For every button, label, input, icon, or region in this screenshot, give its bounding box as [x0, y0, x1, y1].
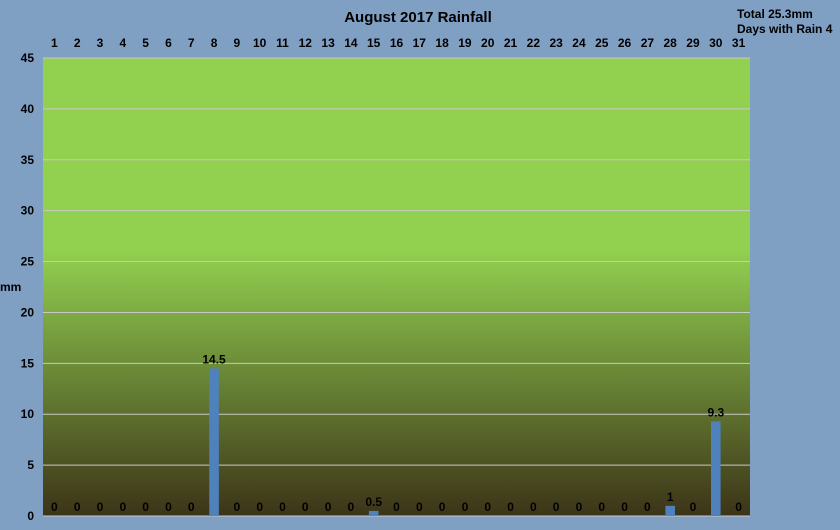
data-label-day-18: 0	[439, 500, 446, 514]
data-label-day-3: 0	[97, 500, 104, 514]
data-label-day-24: 0	[576, 500, 583, 514]
data-label-day-2: 0	[74, 500, 81, 514]
data-label-day-31: 0	[735, 500, 742, 514]
x-tick-label: 23	[549, 36, 563, 50]
x-tick-label: 26	[618, 36, 632, 50]
data-label-day-15: 0.5	[365, 495, 382, 509]
data-label-day-12: 0	[302, 500, 309, 514]
x-tick-label: 27	[641, 36, 655, 50]
data-label-day-30: 9.3	[707, 405, 724, 419]
data-label-day-8: 14.5	[202, 352, 226, 366]
x-tick-label: 9	[234, 36, 241, 50]
data-label-day-27: 0	[644, 500, 651, 514]
x-tick-label: 25	[595, 36, 609, 50]
bar-day-8	[209, 368, 219, 516]
x-tick-label: 12	[299, 36, 313, 50]
x-tick-label: 20	[481, 36, 495, 50]
data-label-day-17: 0	[416, 500, 423, 514]
x-tick-label: 28	[663, 36, 677, 50]
x-tick-label: 16	[390, 36, 404, 50]
bar-day-28	[665, 505, 675, 516]
data-label-day-11: 0	[279, 500, 286, 514]
data-label-day-10: 0	[256, 500, 263, 514]
x-tick-label: 13	[321, 36, 335, 50]
data-label-day-4: 0	[119, 500, 126, 514]
data-label-day-29: 0	[690, 500, 697, 514]
y-axis-label: mm	[0, 280, 22, 294]
data-label-day-7: 0	[188, 500, 195, 514]
data-label-day-21: 0	[507, 500, 514, 514]
data-labels: 0 0 0 0 0 0 0 14.5 0 0 0 0 0 0 0.5 0 0 0 0 0 0 0 0 0 0 0 0 1 0 9.3 0	[51, 352, 742, 514]
x-tick-label: 15	[367, 36, 381, 50]
x-tick-label: 18	[435, 36, 449, 50]
x-tick-label: 6	[165, 36, 172, 50]
y-tick-label: 40	[21, 102, 35, 116]
x-tick-label: 1	[51, 36, 58, 50]
y-tick-label: 30	[21, 204, 35, 218]
x-tick-label: 19	[458, 36, 472, 50]
data-label-day-25: 0	[598, 500, 605, 514]
total-rainfall-text: Total 25.3mm	[737, 7, 813, 21]
data-label-day-6: 0	[165, 500, 172, 514]
x-tick-label: 5	[142, 36, 149, 50]
data-label-day-23: 0	[553, 500, 560, 514]
x-tick-label: 24	[572, 36, 586, 50]
bars	[209, 368, 721, 516]
x-tick-label: 17	[413, 36, 427, 50]
chart-title: August 2017 Rainfall	[344, 9, 492, 26]
data-label-day-9: 0	[234, 500, 241, 514]
data-label-day-28: 1	[667, 490, 674, 504]
x-tick-label: 8	[211, 36, 218, 50]
rain-summary: Total 25.3mm Days with Rain 4	[737, 7, 832, 37]
y-tick-label: 15	[21, 356, 35, 370]
x-tick-label: 10	[253, 36, 267, 50]
y-tick-label: 35	[21, 153, 35, 167]
gridlines	[43, 57, 750, 517]
days-with-rain-text: Days with Rain 4	[737, 22, 833, 36]
y-tick-label: 25	[21, 255, 35, 269]
x-tick-label: 3	[97, 36, 104, 50]
x-tick-label: 11	[276, 36, 289, 50]
bar-day-15	[368, 510, 379, 516]
data-label-day-14: 0	[348, 500, 355, 514]
x-tick-label: 4	[119, 36, 126, 50]
y-tick-label: 0	[27, 509, 34, 523]
y-tick-label: 20	[21, 305, 35, 319]
x-tick-label: 29	[686, 36, 700, 50]
plot-area	[43, 58, 750, 516]
data-label-day-5: 0	[142, 500, 149, 514]
data-label-day-16: 0	[393, 500, 400, 514]
y-axis-ticks: 0 5 10 15 20 25 30 35 40 45	[21, 51, 35, 523]
x-tick-label: 7	[188, 36, 195, 50]
y-tick-label: 5	[27, 458, 34, 472]
x-tick-label: 22	[527, 36, 541, 50]
data-label-day-1: 0	[51, 500, 58, 514]
data-label-day-22: 0	[530, 500, 537, 514]
y-tick-label: 45	[21, 51, 35, 65]
data-label-day-20: 0	[484, 500, 491, 514]
x-tick-label: 31	[732, 36, 746, 50]
data-label-day-13: 0	[325, 500, 332, 514]
x-tick-label: 21	[504, 36, 518, 50]
x-tick-label: 30	[709, 36, 723, 50]
x-tick-label: 2	[74, 36, 81, 50]
x-tick-label: 14	[344, 36, 358, 50]
bar-day-30	[711, 421, 721, 516]
data-label-day-19: 0	[462, 500, 469, 514]
y-tick-label: 10	[21, 407, 35, 421]
data-label-day-26: 0	[621, 500, 628, 514]
x-axis-ticks: 1 2 3 4 5 6 7 8 9 10 11 12 13 14 15 16 17 18 19 20 21 22 23 24 2…	[51, 36, 746, 50]
